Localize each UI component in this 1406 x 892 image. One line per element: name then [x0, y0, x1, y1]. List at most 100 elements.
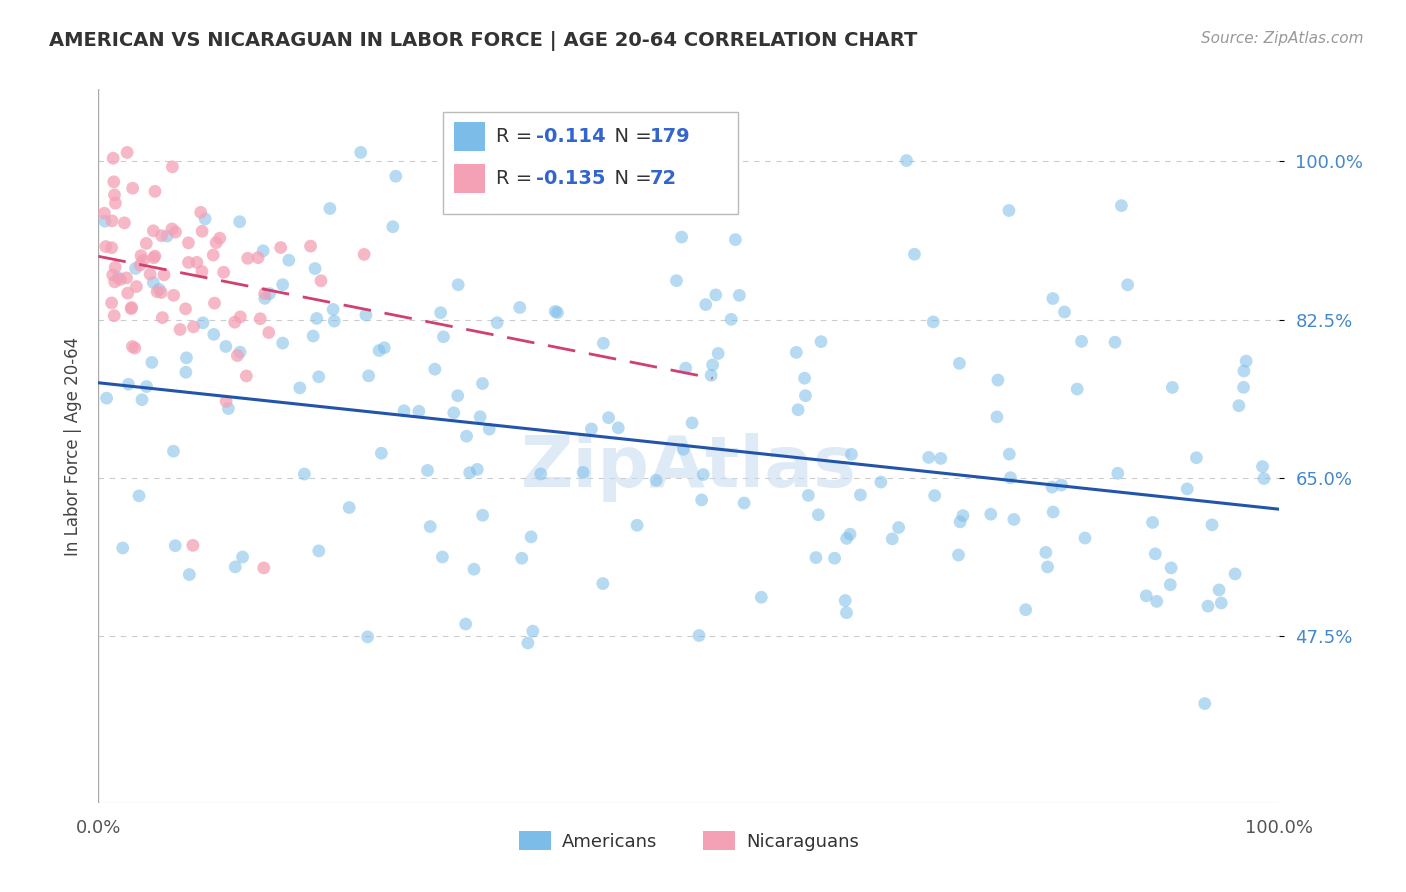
Point	[110, 272, 132, 286]
Point	[903, 247, 925, 261]
Point	[121, 340, 143, 354]
Point	[810, 334, 832, 349]
Point	[292, 467, 315, 481]
Point	[104, 260, 127, 275]
Point	[1104, 335, 1126, 350]
Point	[1042, 505, 1064, 519]
Point	[150, 310, 173, 325]
Point	[607, 421, 630, 435]
Point	[174, 365, 197, 379]
Point	[1227, 399, 1250, 413]
Point	[1142, 516, 1164, 530]
Point	[169, 322, 191, 336]
Point	[337, 500, 360, 515]
Point	[160, 222, 183, 236]
Point	[675, 361, 697, 376]
Point	[354, 308, 377, 322]
Point	[94, 214, 117, 228]
Point	[1146, 594, 1168, 608]
Point	[117, 377, 139, 392]
Point	[142, 251, 165, 265]
Point	[581, 422, 603, 436]
Point	[1233, 364, 1256, 378]
Point	[104, 275, 127, 289]
Point	[252, 244, 274, 258]
Point	[202, 327, 225, 342]
Point	[592, 336, 614, 351]
Point	[456, 429, 478, 443]
Point	[1053, 305, 1076, 319]
Point	[177, 235, 200, 250]
Point	[271, 277, 294, 292]
Point	[104, 196, 127, 211]
Point	[191, 224, 214, 238]
Point	[1234, 354, 1257, 368]
Point	[728, 288, 751, 302]
Point	[1002, 512, 1025, 526]
Point	[408, 404, 430, 418]
Point	[530, 467, 553, 481]
Point	[681, 416, 703, 430]
Point	[707, 346, 730, 360]
Point	[486, 316, 509, 330]
Point	[1116, 277, 1139, 292]
Point	[153, 268, 176, 282]
Point	[322, 302, 344, 317]
Point	[100, 241, 122, 255]
Point	[416, 463, 439, 477]
Point	[247, 251, 270, 265]
Point	[1232, 380, 1254, 394]
Point	[253, 286, 276, 301]
Point	[353, 247, 375, 261]
Point	[162, 160, 184, 174]
Point	[1161, 380, 1184, 394]
Point	[672, 442, 695, 457]
Point	[162, 444, 184, 458]
Point	[793, 371, 815, 385]
Text: 72: 72	[650, 169, 676, 188]
Point	[1015, 603, 1038, 617]
Point	[700, 368, 723, 383]
Point	[690, 492, 713, 507]
Point	[849, 488, 872, 502]
Point	[720, 312, 742, 326]
Point	[887, 520, 910, 534]
Point	[183, 319, 205, 334]
Point	[824, 551, 846, 566]
Point	[1042, 292, 1064, 306]
Legend: Americans, Nicaraguans: Americans, Nicaraguans	[512, 824, 866, 858]
Point	[1211, 596, 1233, 610]
Point	[112, 216, 135, 230]
Point	[191, 264, 214, 278]
Point	[319, 202, 342, 216]
Point	[1066, 382, 1088, 396]
Point	[103, 309, 125, 323]
Point	[143, 185, 166, 199]
Point	[896, 153, 918, 168]
Point	[419, 519, 441, 533]
Point	[1036, 560, 1059, 574]
Point	[228, 215, 250, 229]
Point	[948, 356, 970, 370]
Point	[807, 508, 830, 522]
Point	[447, 277, 470, 292]
Point	[179, 567, 201, 582]
Point	[787, 402, 810, 417]
Text: -0.135: -0.135	[536, 169, 605, 188]
Text: -0.114: -0.114	[536, 127, 606, 146]
Point	[929, 451, 952, 466]
Point	[215, 394, 238, 409]
Point	[259, 286, 281, 301]
Point	[120, 301, 142, 316]
Text: 179: 179	[650, 127, 690, 146]
Point	[323, 314, 346, 328]
Point	[181, 538, 204, 552]
Point	[208, 231, 231, 245]
Point	[447, 389, 470, 403]
Point	[107, 270, 129, 285]
Point	[128, 489, 150, 503]
Point	[177, 255, 200, 269]
Point	[544, 304, 567, 318]
Point	[232, 549, 254, 564]
Point	[176, 351, 198, 365]
